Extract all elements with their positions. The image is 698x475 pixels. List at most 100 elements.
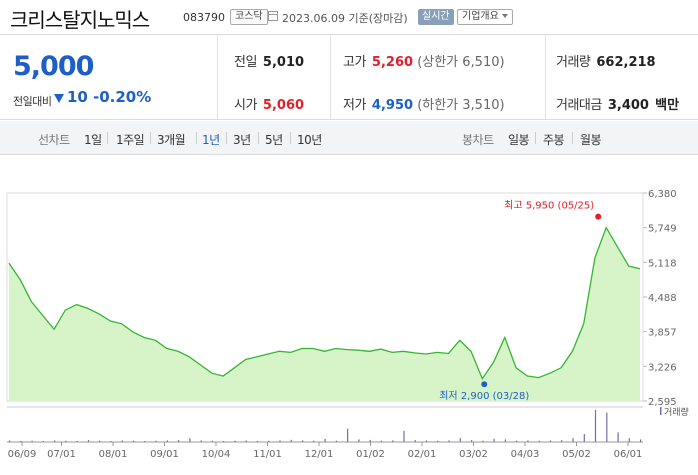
- stock-code: 083790: [183, 11, 225, 24]
- volume-bar: [335, 440, 337, 442]
- period-5y[interactable]: 5년: [265, 133, 283, 147]
- volume-bar: [110, 441, 112, 442]
- divider: [196, 132, 197, 144]
- x-tick-label: 11/01: [253, 449, 282, 460]
- price-line: [8, 226, 641, 381]
- price-chart-svg[interactable]: 2,595 3,226 3,857 4,488 5,118 5,749 6,380 최고 5…: [0, 160, 698, 475]
- volume-bar: [166, 440, 168, 442]
- realtime-button[interactable]: 실시간: [418, 9, 454, 25]
- volume-bar: [132, 440, 135, 442]
- stock-name: 크리스탈지노믹스: [10, 8, 150, 32]
- volume-bar: [65, 440, 67, 442]
- max-marker: [595, 213, 602, 220]
- volume-bar: [121, 440, 123, 442]
- divider: [150, 132, 151, 144]
- volume-bar: [211, 440, 213, 442]
- volume-bar: [425, 440, 428, 442]
- x-tick-label: 06/01: [614, 449, 643, 460]
- prev-close-cell: 전일 5,010: [234, 51, 304, 70]
- divider: [330, 35, 331, 119]
- volume-bar: [268, 440, 270, 442]
- company-overview-dropdown[interactable]: 기업개요: [457, 9, 513, 25]
- min-annotation: 최저 2,900 (03/28): [439, 390, 529, 402]
- y-tick-label: 4,488: [648, 293, 677, 304]
- period-1d[interactable]: 1일: [84, 133, 102, 147]
- volume-bar: [516, 440, 518, 442]
- volume-bar: [380, 440, 382, 442]
- volume-bar: [178, 440, 180, 442]
- volume-bar: [54, 440, 56, 442]
- volume-bar: [448, 440, 450, 442]
- high-value: 5,260: [371, 55, 414, 70]
- volume-bar: [279, 440, 281, 442]
- min-marker: [481, 381, 488, 388]
- company-overview-label: 기업개요: [462, 11, 499, 22]
- volume-bar: [471, 440, 473, 442]
- volume-bar: [189, 438, 191, 442]
- volume-bar: [99, 440, 101, 442]
- volume-bar: [628, 438, 630, 442]
- reference-date: 2023.06.09 기준(장마감): [282, 12, 408, 25]
- y-tick-label: 3,857: [648, 328, 677, 339]
- volume-bar: [290, 439, 292, 442]
- chevron-down-icon: [501, 14, 508, 18]
- period-1y[interactable]: 1년: [202, 133, 220, 147]
- stock-header: 크리스탈지노믹스 083790 코스닥 2023.06.09 기준(장마감) 실…: [0, 0, 698, 34]
- volume-bar: [504, 439, 506, 442]
- low-label: 저가: [343, 98, 366, 113]
- volume-bar: [87, 440, 90, 442]
- volume-bar: [324, 438, 326, 442]
- divider: [535, 132, 536, 144]
- volume-label: 거래량: [556, 55, 591, 70]
- candle-monthly[interactable]: 월봉: [580, 133, 602, 147]
- volume-bar: [302, 440, 304, 442]
- down-triangle-icon: [54, 94, 64, 103]
- x-tick-label: 06/09: [8, 449, 37, 460]
- period-bar: 선차트 1일 1주일 3개월 1년 3년 5년 10년 봉차트 일봉 주봉 월봉: [0, 121, 698, 155]
- current-price: 5,000: [13, 51, 94, 82]
- y-tick-label: 5,118: [648, 258, 677, 269]
- volume-bar: [459, 438, 461, 442]
- amount-unit: 백만: [655, 98, 680, 113]
- volume-bar: [313, 440, 315, 442]
- period-3y[interactable]: 3년: [233, 133, 251, 147]
- divider: [226, 132, 227, 144]
- volume-cell: 거래량 662,218: [556, 51, 656, 70]
- upper-limit: (상한가 6,510): [417, 55, 505, 70]
- volume-bar: [369, 440, 371, 442]
- prev-close-label: 전일: [234, 55, 257, 70]
- divider: [572, 132, 573, 144]
- candle-weekly[interactable]: 주봉: [543, 133, 565, 147]
- low-value: 4,950: [371, 98, 414, 113]
- volume-value: 662,218: [596, 55, 656, 70]
- prev-close-value: 5,010: [262, 55, 305, 70]
- divider: [545, 35, 546, 119]
- volume-bar: [347, 428, 349, 442]
- y-tick-label: 2,595: [648, 397, 677, 408]
- price-chart[interactable]: 2,595 3,226 3,857 4,488 5,118 5,749 6,380 최고 5…: [0, 160, 698, 475]
- y-tick-label: 6,380: [648, 189, 677, 200]
- candle-daily[interactable]: 일봉: [508, 133, 530, 147]
- volume-bar: [538, 440, 540, 442]
- amount-label: 거래대금: [556, 98, 602, 113]
- divider: [258, 132, 259, 144]
- period-1w[interactable]: 1주일: [116, 133, 145, 147]
- max-annotation: 최고 5,950 (05/25): [504, 200, 594, 212]
- volume-bar: [572, 438, 574, 442]
- volume-bar: [9, 440, 11, 442]
- x-tick-label: 01/02: [356, 449, 385, 460]
- price-change: 10: [67, 88, 88, 106]
- volume-bar: [144, 441, 146, 442]
- period-10y[interactable]: 10년: [297, 133, 322, 147]
- line-chart-label: 선차트: [38, 133, 70, 147]
- volume-bar: [223, 441, 225, 442]
- volume-bar: [493, 438, 495, 442]
- period-3m[interactable]: 3개월: [157, 133, 186, 147]
- x-tick-label: 09/01: [150, 449, 179, 460]
- high-label: 고가: [343, 55, 366, 70]
- lower-limit: (하한가 3,510): [417, 98, 505, 113]
- high-cell: 고가 5,260 (상한가 6,510): [343, 51, 505, 70]
- volume-bar: [594, 410, 597, 442]
- divider: [290, 132, 291, 144]
- volume-bar: [234, 440, 236, 442]
